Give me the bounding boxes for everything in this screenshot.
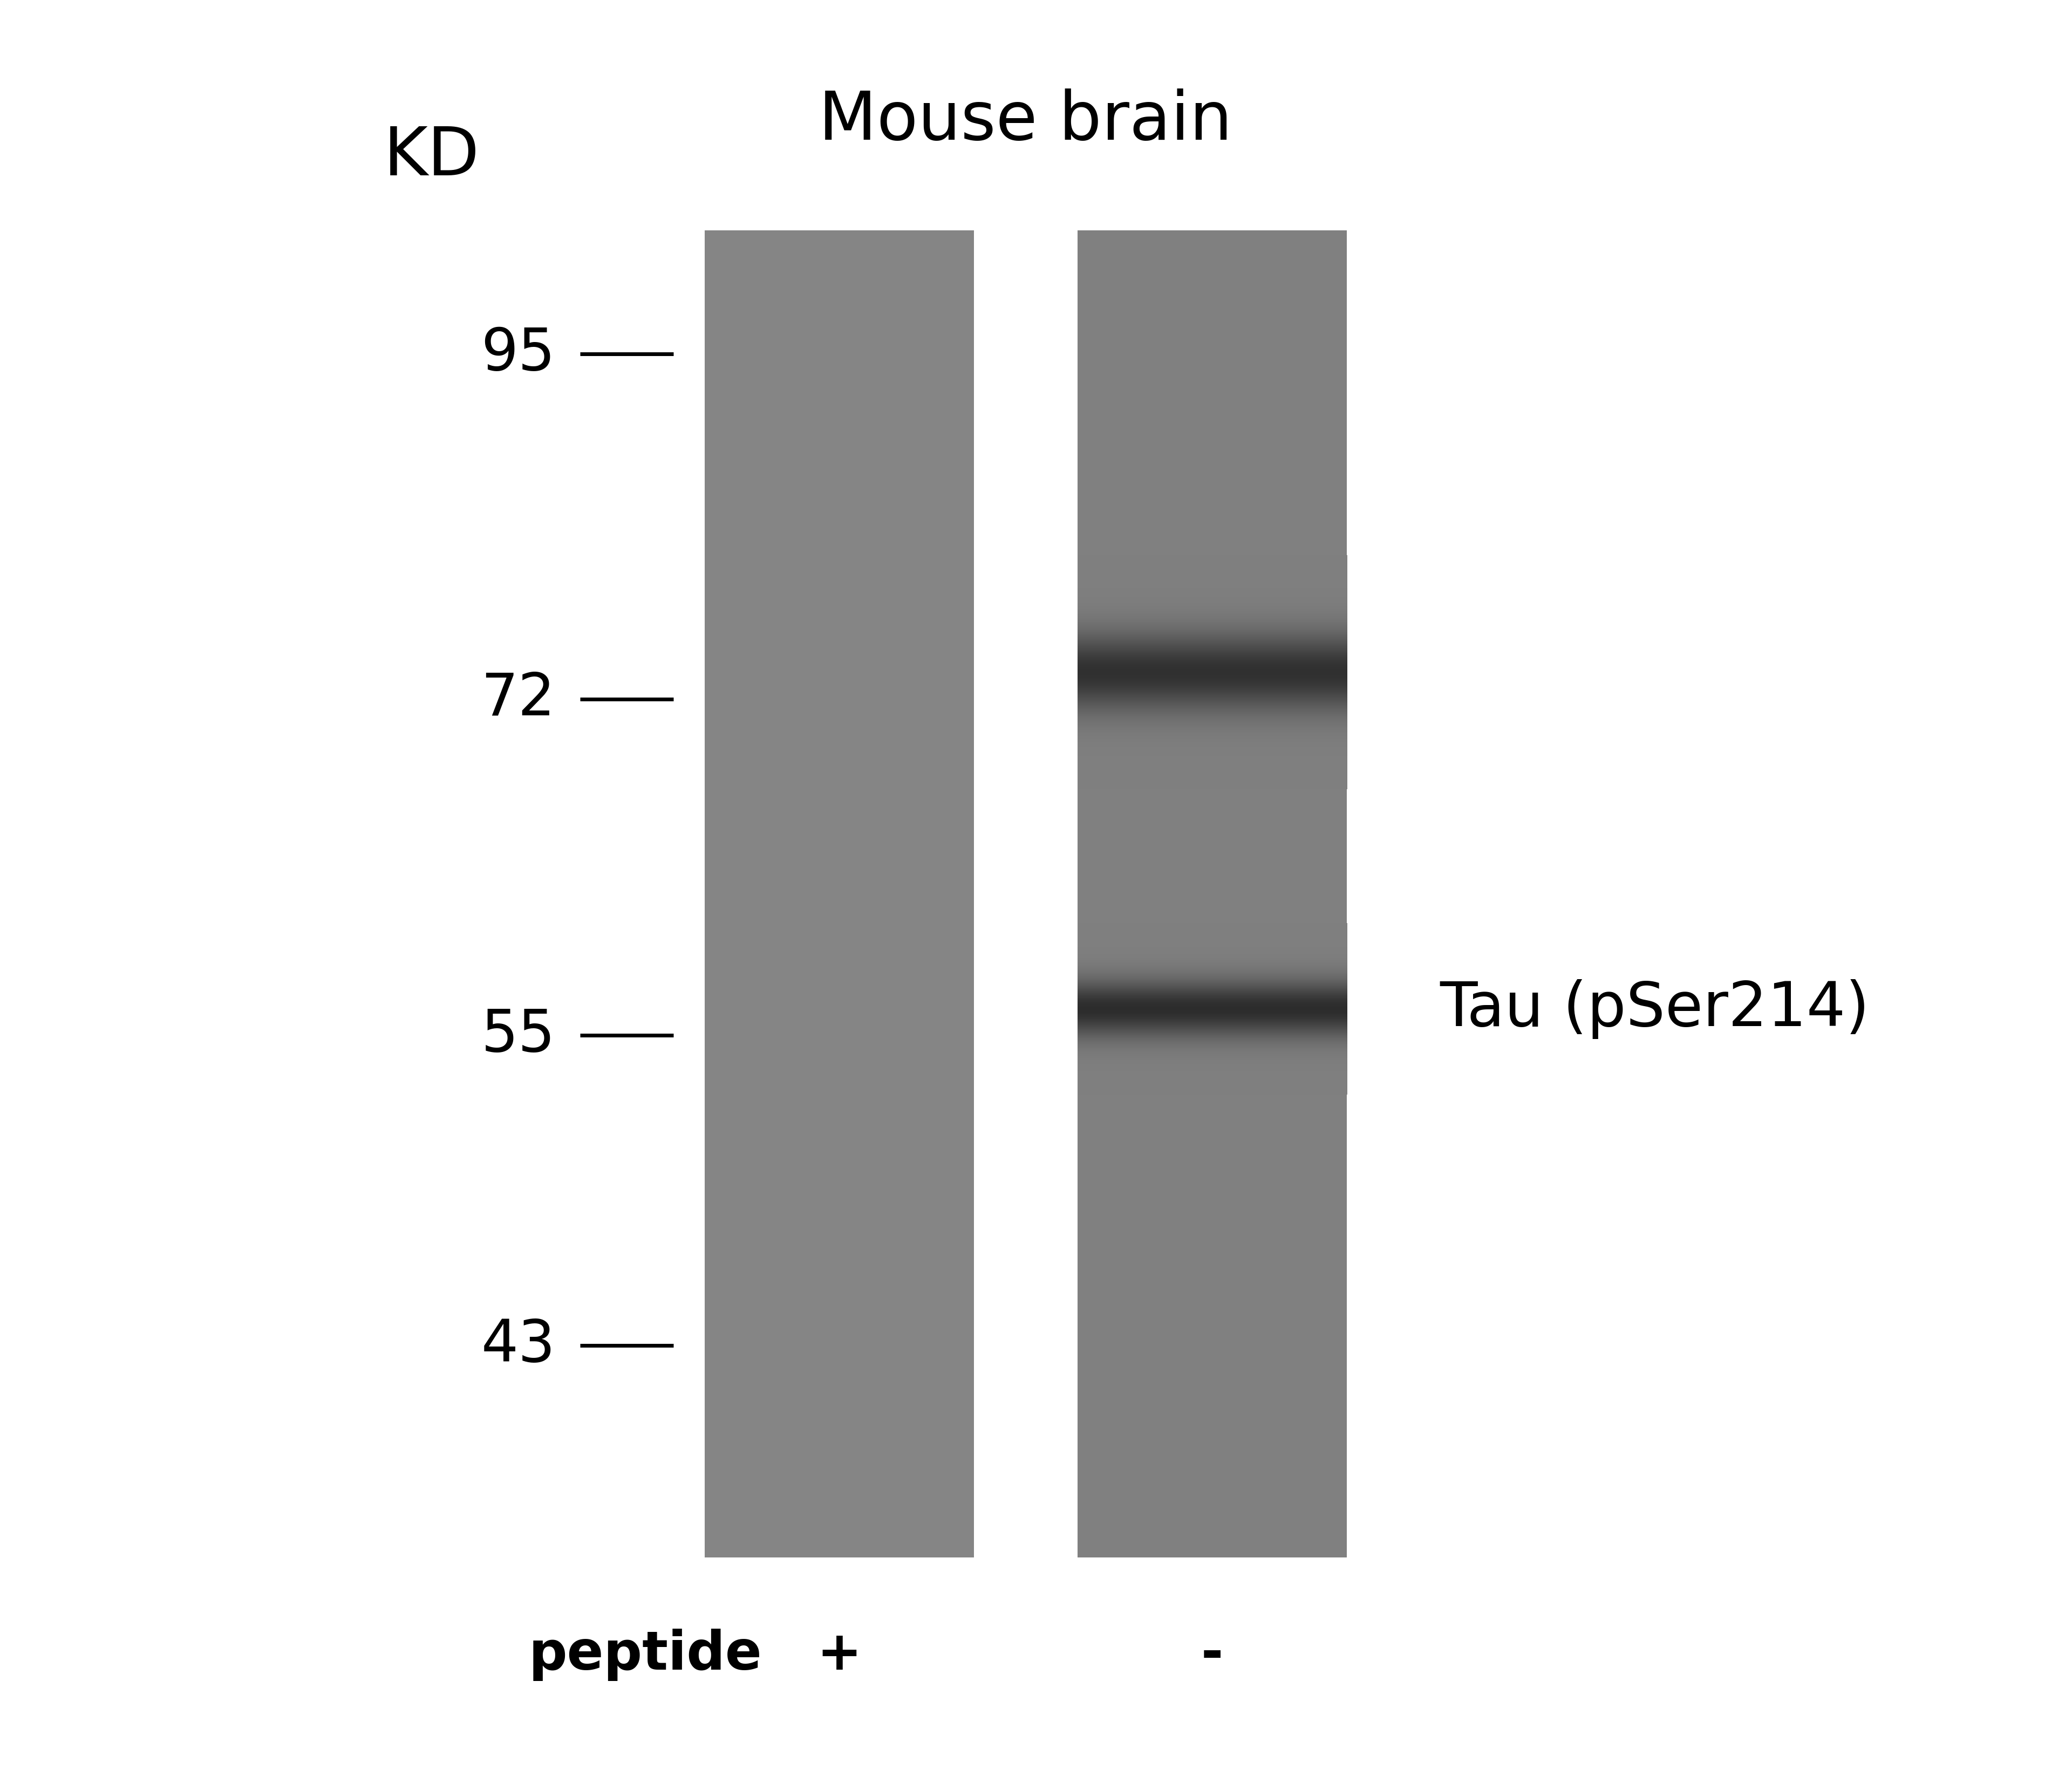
Text: 43: 43 [481,1317,555,1374]
Bar [1077,230,1347,1558]
Text: peptide: peptide [528,1628,762,1681]
Text: Mouse brain: Mouse brain [818,88,1233,154]
Text: KD: KD [383,124,479,189]
Text: 95: 95 [481,326,555,382]
Text: 55: 55 [481,1007,555,1064]
Bar [704,230,974,1558]
Text: Tau (pSer214): Tau (pSer214) [1440,979,1869,1039]
Text: +: + [816,1628,862,1681]
Text: -: - [1202,1628,1222,1681]
Text: 72: 72 [481,671,555,727]
